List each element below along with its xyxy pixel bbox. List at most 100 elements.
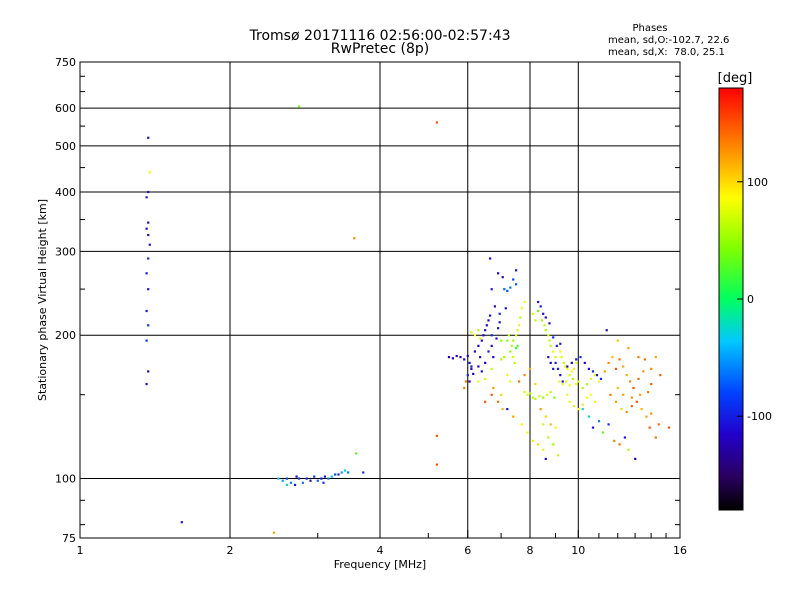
data-point bbox=[583, 361, 586, 364]
data-point bbox=[549, 423, 552, 426]
data-point bbox=[639, 393, 642, 396]
data-point bbox=[599, 377, 603, 380]
data-point bbox=[625, 410, 628, 414]
data-point bbox=[654, 356, 657, 359]
data-point bbox=[147, 190, 150, 194]
data-point bbox=[347, 471, 350, 474]
data-point bbox=[515, 283, 518, 286]
data-point bbox=[575, 383, 578, 386]
data-point bbox=[627, 347, 630, 350]
phases-line-o: mean, sd,O:-102.7, 22.6 bbox=[608, 35, 729, 46]
data-point bbox=[147, 370, 150, 373]
data-point bbox=[552, 336, 555, 339]
data-point bbox=[506, 339, 509, 342]
data-point bbox=[447, 356, 451, 359]
data-point bbox=[506, 289, 509, 292]
data-point bbox=[650, 383, 653, 386]
data-point bbox=[477, 365, 480, 368]
colorbar-tick-label: -100 bbox=[747, 410, 772, 423]
data-point bbox=[549, 391, 552, 394]
data-point bbox=[484, 400, 487, 403]
data-point bbox=[544, 457, 547, 460]
data-point bbox=[512, 356, 515, 359]
data-point bbox=[490, 393, 493, 396]
data-point bbox=[523, 391, 526, 394]
data-point bbox=[543, 324, 546, 327]
data-point bbox=[277, 477, 280, 480]
data-point bbox=[647, 391, 650, 394]
data-point bbox=[568, 400, 571, 403]
data-point bbox=[507, 334, 510, 337]
data-point bbox=[552, 443, 555, 446]
data-point bbox=[297, 477, 301, 480]
data-point bbox=[477, 380, 480, 383]
data-point bbox=[616, 386, 619, 390]
data-point bbox=[659, 374, 662, 377]
data-point bbox=[145, 196, 148, 199]
data-point bbox=[549, 344, 552, 347]
data-point bbox=[497, 327, 500, 330]
data-point bbox=[506, 374, 509, 377]
data-point bbox=[517, 324, 521, 327]
data-point bbox=[538, 395, 541, 398]
data-point bbox=[581, 386, 584, 390]
data-point bbox=[640, 408, 643, 411]
data-point bbox=[435, 463, 438, 466]
data-point bbox=[464, 380, 468, 383]
data-point bbox=[620, 408, 623, 411]
data-point bbox=[571, 377, 574, 380]
data-point bbox=[516, 344, 519, 347]
x-tick-label: 16 bbox=[673, 544, 687, 557]
data-point bbox=[614, 400, 618, 403]
x-tick-label: 10 bbox=[571, 544, 585, 557]
x-tick-label: 1 bbox=[77, 544, 84, 557]
data-point bbox=[611, 356, 614, 359]
data-point bbox=[566, 365, 569, 368]
data-point bbox=[503, 356, 506, 359]
data-point bbox=[285, 477, 288, 480]
data-point bbox=[337, 473, 340, 476]
data-point bbox=[517, 380, 521, 383]
data-point bbox=[295, 475, 298, 478]
data-point bbox=[147, 233, 150, 237]
data-point bbox=[572, 367, 576, 370]
data-point bbox=[501, 276, 504, 279]
data-point bbox=[512, 415, 515, 418]
data-point bbox=[589, 377, 593, 380]
data-point bbox=[614, 367, 618, 370]
data-point bbox=[503, 288, 506, 291]
data-point bbox=[529, 392, 532, 395]
data-point bbox=[637, 377, 640, 380]
y-tick-label: 750 bbox=[55, 56, 76, 69]
data-point bbox=[468, 380, 471, 383]
data-point bbox=[289, 481, 293, 484]
data-point bbox=[544, 316, 547, 319]
y-tick-label: 500 bbox=[55, 140, 76, 153]
data-point bbox=[470, 331, 473, 334]
data-point bbox=[539, 305, 542, 308]
data-point bbox=[515, 334, 518, 337]
data-point bbox=[568, 384, 571, 387]
data-point bbox=[477, 344, 480, 347]
data-point bbox=[500, 339, 503, 342]
data-point bbox=[343, 469, 346, 472]
data-point bbox=[492, 356, 495, 359]
data-point bbox=[322, 481, 325, 484]
data-point bbox=[516, 329, 519, 332]
data-point bbox=[570, 370, 573, 373]
data-point bbox=[563, 365, 567, 368]
data-point bbox=[313, 475, 316, 478]
colorbar-ticks: 100 0 -100 bbox=[737, 176, 772, 423]
data-point bbox=[537, 443, 540, 446]
data-point bbox=[545, 393, 549, 396]
data-point bbox=[587, 367, 590, 370]
data-point bbox=[542, 423, 545, 426]
data-point bbox=[542, 448, 545, 451]
data-point bbox=[498, 312, 501, 315]
data-point bbox=[519, 316, 522, 319]
data-point bbox=[510, 344, 513, 347]
data-point bbox=[526, 393, 529, 396]
phases-heading: Phases bbox=[632, 23, 667, 34]
data-point bbox=[561, 383, 564, 386]
data-point bbox=[473, 334, 476, 337]
